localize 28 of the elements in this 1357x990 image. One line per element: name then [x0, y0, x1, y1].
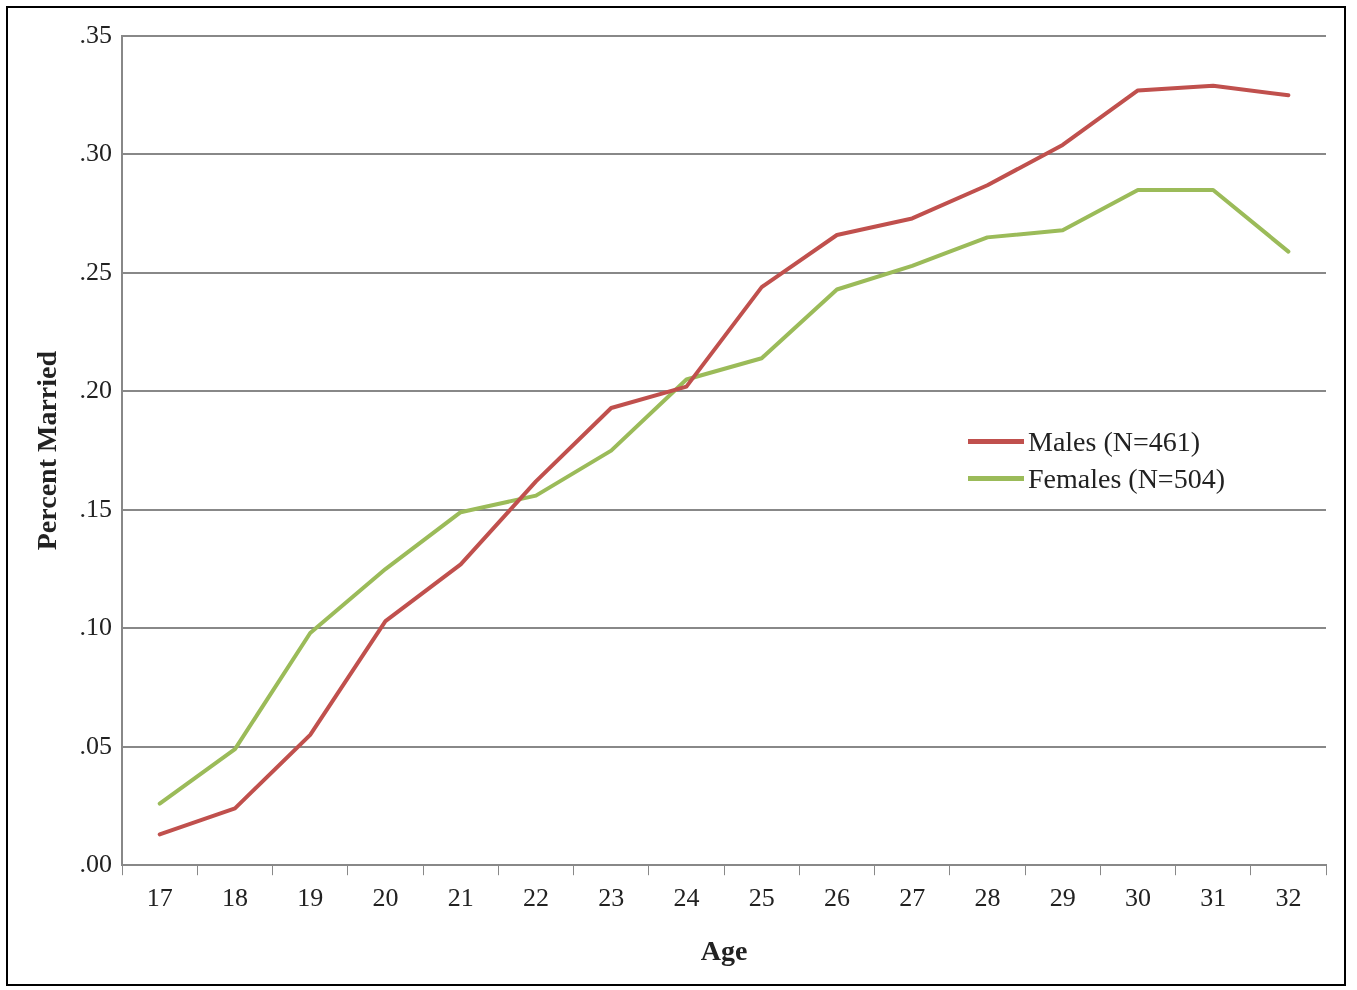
- y-tick-label: .00: [79, 849, 113, 879]
- x-tick-label: 19: [297, 882, 324, 912]
- y-tick-label: .10: [79, 612, 113, 642]
- x-axis-title: Age: [700, 935, 748, 967]
- x-tick-label: 20: [372, 882, 399, 912]
- y-tick-label: .30: [79, 138, 113, 168]
- x-tick-label: 21: [447, 882, 474, 912]
- y-axis-title: Percent Married: [31, 350, 63, 551]
- y-tick-label: .25: [79, 256, 113, 286]
- x-tick-label: 26: [823, 882, 850, 912]
- x-tick-label: 27: [899, 882, 926, 912]
- x-tick-label: 22: [522, 882, 549, 912]
- legend-label: Females (N=504): [1028, 462, 1225, 495]
- x-tick-label: 17: [146, 882, 173, 912]
- y-tick-label: .35: [79, 19, 113, 49]
- x-tick-label: 29: [1049, 882, 1076, 912]
- x-tick-label: 23: [598, 882, 625, 912]
- legend-label: Males (N=461): [1028, 425, 1201, 458]
- x-tick-label: 32: [1275, 882, 1302, 912]
- y-tick-label: .15: [79, 493, 113, 523]
- x-tick-label: 31: [1200, 882, 1227, 912]
- x-tick-label: 24: [673, 882, 700, 912]
- x-tick-label: 30: [1124, 882, 1151, 912]
- y-tick-label: .05: [79, 730, 113, 760]
- y-tick-label: .20: [79, 375, 113, 405]
- x-tick-label: 18: [221, 882, 248, 912]
- x-tick-label: 28: [974, 882, 1001, 912]
- x-tick-label: 25: [748, 882, 775, 912]
